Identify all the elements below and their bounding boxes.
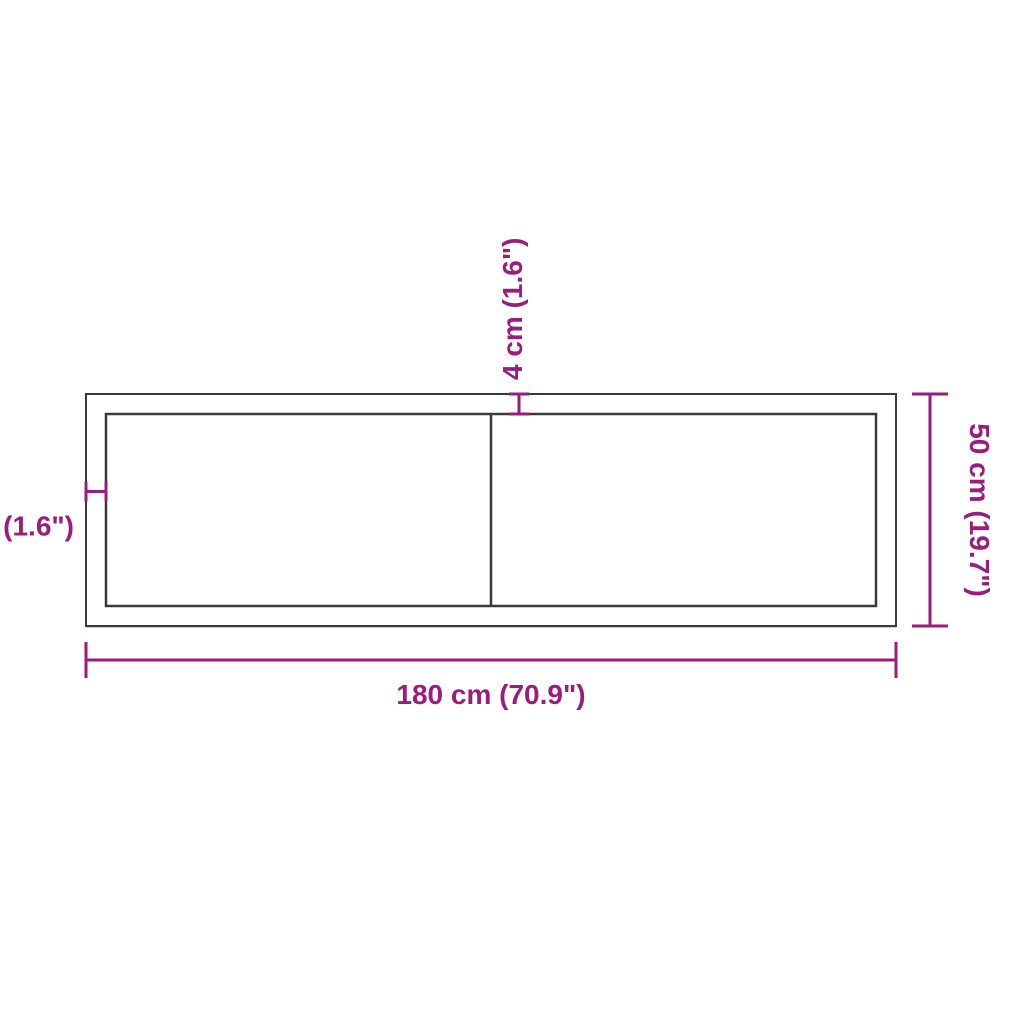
dim-height-label: 50 cm (19.7")	[964, 423, 995, 597]
dim-frame-left-label: 4 cm (1.6")	[0, 510, 74, 541]
dim-width-label: 180 cm (70.9")	[396, 679, 585, 710]
dim-frame-top-label: 4 cm (1.6")	[497, 238, 528, 380]
